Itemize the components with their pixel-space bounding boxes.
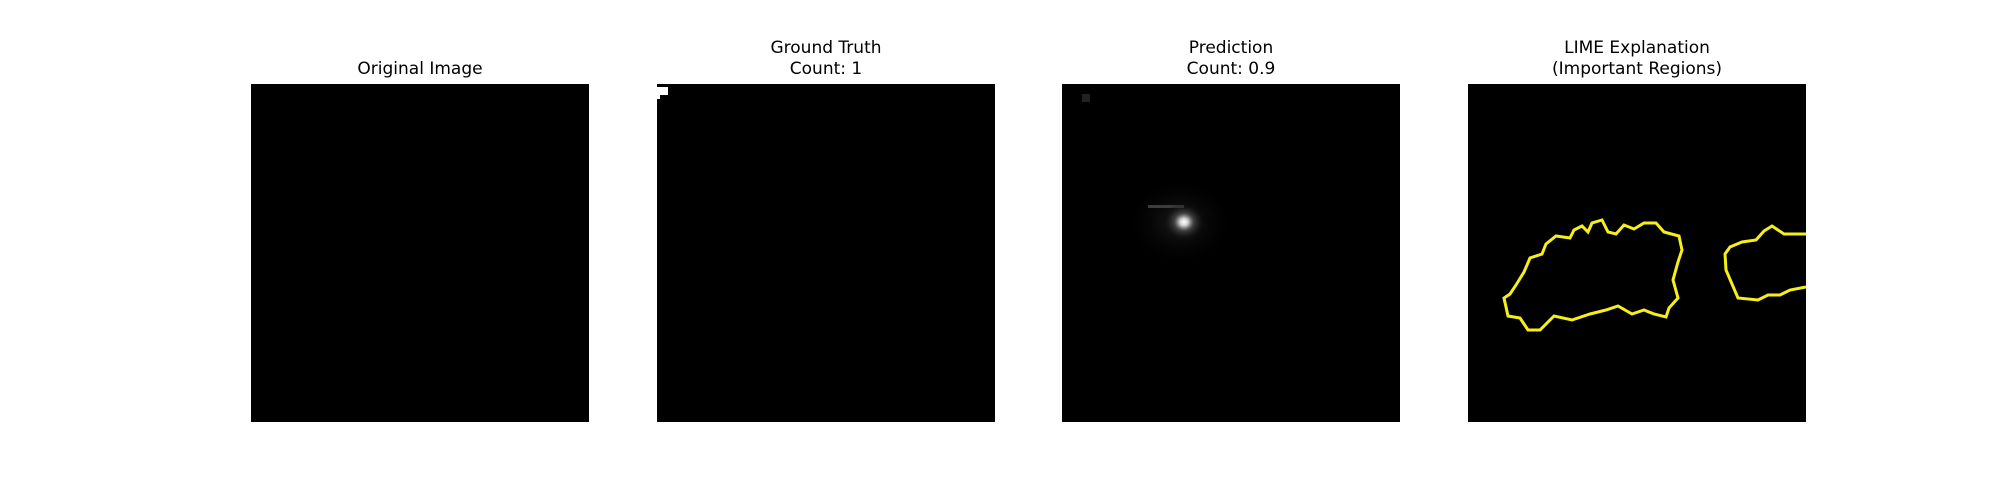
panel-title: Prediction Count: 0.9	[1062, 38, 1400, 80]
prediction-streak	[1148, 205, 1184, 208]
corner-mark	[657, 87, 668, 95]
title-line-2: (Important Regions)	[1552, 59, 1722, 79]
title-line-1: LIME Explanation	[1564, 38, 1710, 58]
lime-region-left	[1502, 218, 1684, 332]
prediction-map	[1062, 84, 1400, 422]
panel-ground-truth: Ground Truth Count: 1	[657, 0, 995, 500]
original-image	[251, 84, 589, 422]
title-line-2: Count: 0.9	[1186, 59, 1276, 79]
ground-truth-map	[657, 84, 995, 422]
panel-lime-explanation: LIME Explanation (Important Regions)	[1468, 0, 1806, 500]
corner-mark-edge	[657, 95, 660, 99]
title-line-1: Ground Truth	[770, 38, 882, 58]
title-line-2: Count: 1	[789, 59, 863, 79]
lime-image	[1468, 84, 1806, 422]
prediction-image	[1062, 84, 1400, 422]
prediction-blob	[1162, 202, 1206, 242]
title-line-1: Original Image	[357, 59, 483, 79]
lime-map	[1468, 84, 1806, 422]
panel-title: LIME Explanation (Important Regions)	[1468, 38, 1806, 80]
panel-original-image: Original Image	[251, 0, 589, 500]
panel-title: Ground Truth Count: 1	[657, 38, 995, 80]
panel-prediction: Prediction Count: 0.9	[1062, 0, 1400, 500]
ground-truth-image	[657, 84, 995, 422]
lime-region-right	[1723, 224, 1806, 302]
title-line-1: Prediction	[1188, 38, 1274, 58]
panel-title: Original Image	[251, 59, 589, 80]
prediction-speck	[1082, 94, 1090, 102]
